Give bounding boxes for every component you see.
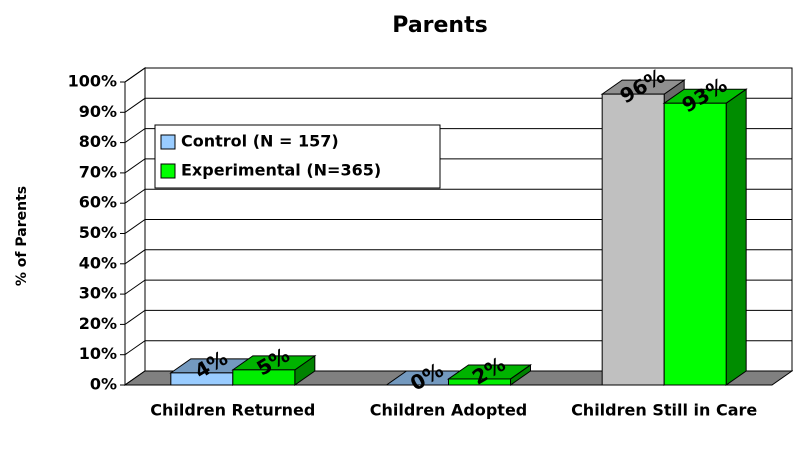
y-tick-label: 0% [90, 375, 117, 394]
legend-swatch [160, 134, 176, 150]
grid-line [124, 158, 792, 174]
bar [231, 354, 317, 386]
grid-line [124, 188, 792, 204]
grid-line [124, 128, 792, 144]
bar-front [663, 102, 727, 386]
chart-title: Parents [392, 13, 487, 38]
x-tick-label: Children Still in Care [571, 401, 757, 420]
y-tick-label: 20% [79, 314, 117, 333]
legend-label: Experimental (N=365) [181, 161, 381, 180]
legend-swatch [160, 163, 176, 179]
bar-side [725, 88, 747, 386]
bar-front [448, 378, 511, 386]
y-tick-label: 100% [68, 72, 117, 91]
y-tick-label: 70% [79, 162, 117, 181]
y-tick-label: 40% [79, 253, 117, 272]
legend-label: Control (N = 157) [181, 132, 339, 151]
bar [446, 363, 533, 386]
x-tick-label: Children Returned [150, 401, 315, 420]
grid-line [124, 340, 792, 356]
y-tick-label: 10% [79, 344, 117, 363]
grid-line [124, 249, 792, 265]
grid-line [124, 97, 792, 113]
grid-line [124, 309, 792, 325]
x-tick-label: Children Adopted [370, 401, 528, 420]
bar-front [601, 93, 665, 386]
grid-line [124, 67, 792, 83]
y-tick-label: 60% [79, 193, 117, 212]
bar-front [232, 369, 296, 386]
y-tick-label: 30% [79, 284, 117, 303]
y-tick-label: 90% [79, 102, 117, 121]
grid-line [124, 279, 792, 295]
legend-box [154, 124, 441, 189]
y-axis-label: % of Parents [14, 186, 30, 286]
y-tick-label: 80% [79, 132, 117, 151]
bar [662, 88, 748, 386]
grid-line [124, 219, 792, 234]
y-tick-label: 50% [79, 223, 117, 242]
